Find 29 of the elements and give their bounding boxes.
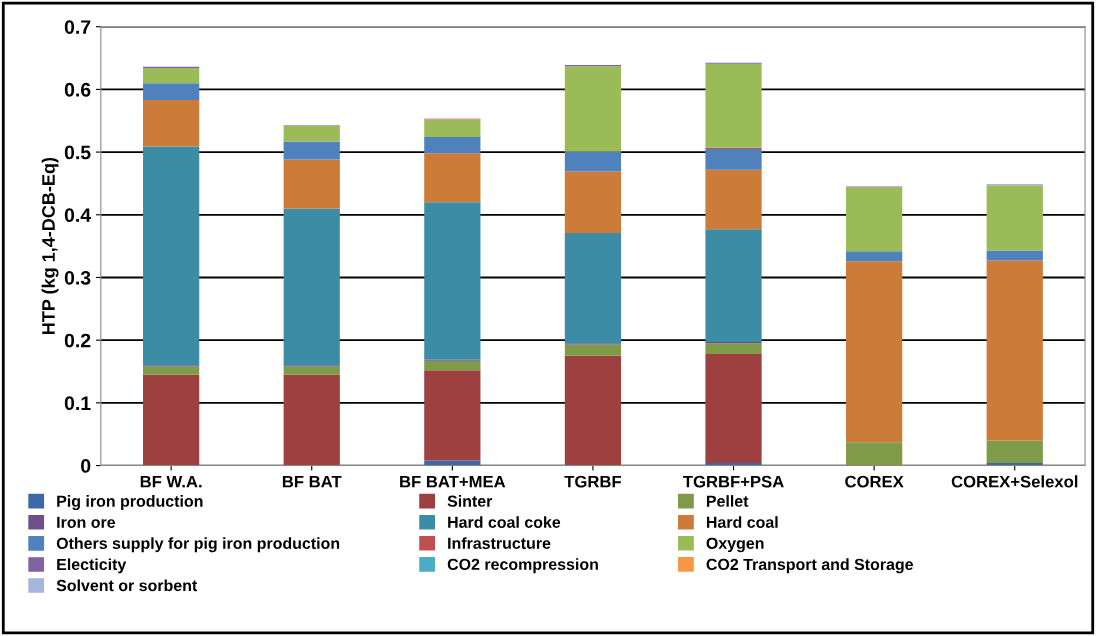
- legend-label: Others supply for pig iron production: [56, 537, 340, 553]
- y-tick-label: 0.7: [64, 20, 91, 34]
- legend-label: Sinter: [447, 495, 493, 507]
- legend-label: Oxygen: [706, 537, 764, 553]
- y-tick-label: 0.1: [64, 396, 91, 411]
- y-tick-label: 0: [81, 459, 91, 473]
- y-tick-label: 0.6: [64, 82, 91, 97]
- x-tick-label: TGRBF+PSA: [683, 475, 784, 488]
- legend-label: CO2 Transport and Storage: [706, 558, 914, 574]
- legend-label: Solvent or sorbent: [56, 579, 198, 592]
- x-tick-label: COREX+Selexol: [951, 475, 1078, 488]
- x-tick-label: COREX: [845, 475, 904, 488]
- x-tick-label: BF BAT: [282, 475, 342, 488]
- y-tick-label: 0.3: [64, 270, 91, 285]
- x-tick-label: BF BAT+MEA: [400, 475, 506, 488]
- legend-label: Hard coal coke: [448, 516, 561, 528]
- y-tick-label: 0.4: [64, 208, 92, 223]
- legend-label: Pellet: [706, 495, 749, 507]
- legend-label: Infrastructure: [448, 537, 551, 549]
- y-tick-label: 0.2: [64, 333, 91, 348]
- legend-label: Iron ore: [57, 516, 116, 528]
- legend-label: CO2 recompression: [447, 558, 598, 574]
- legend-label: Pig iron production: [57, 495, 203, 511]
- x-tick-label: TGRBF: [564, 475, 622, 488]
- y-tick-label: 0.5: [64, 145, 91, 160]
- y-axis-title: HTP (kg 1,4-DCB-Eq): [41, 157, 59, 335]
- legend-label: Electicity: [57, 558, 127, 574]
- legend-label: Hard coal: [706, 516, 778, 528]
- x-tick-label: BF W.A.: [140, 475, 202, 488]
